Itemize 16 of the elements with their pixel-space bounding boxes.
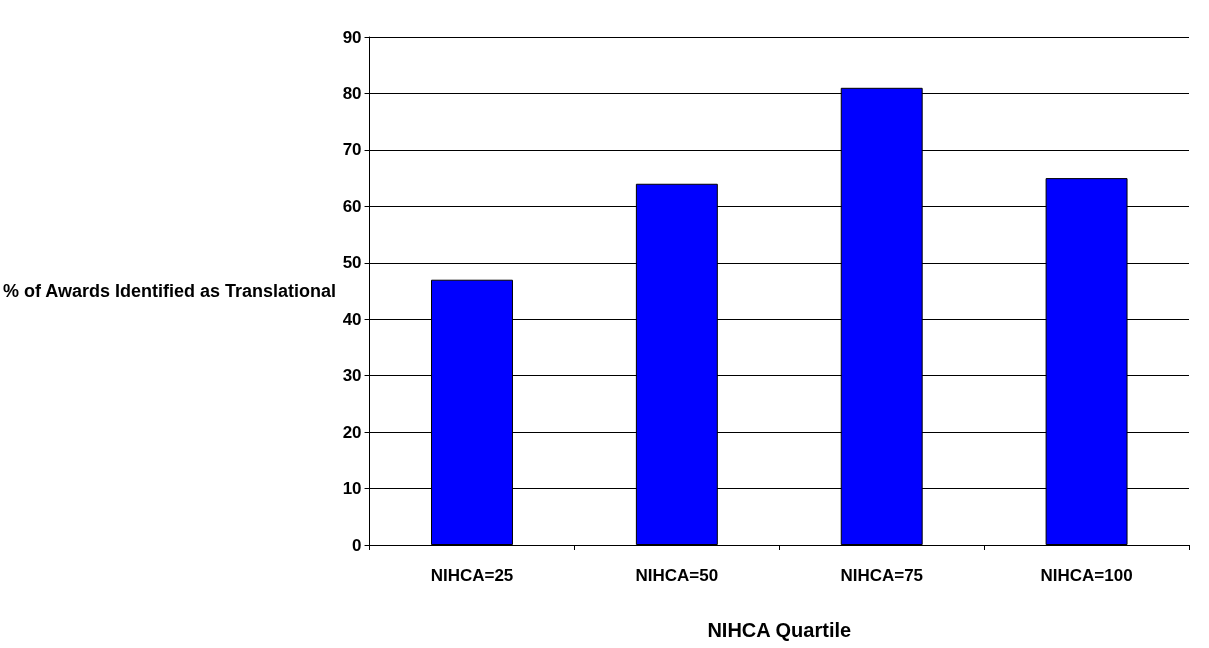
y-tick-label: 50 [342, 253, 362, 273]
y-tick-label: 70 [342, 140, 362, 160]
y-tick-label: 40 [342, 309, 362, 329]
y-axis-title: % of Awards Identified as Translational [3, 281, 337, 301]
y-tick-label: 30 [342, 366, 362, 386]
y-tick-label: 90 [342, 27, 362, 47]
x-tick-label: NIHCA=75 [840, 566, 924, 585]
y-tick-label: 60 [342, 196, 362, 216]
x-tick-label: NIHCA=25 [430, 566, 514, 585]
x-tick-label: NIHCA=50 [635, 566, 719, 585]
y-tick-label: 80 [342, 83, 362, 103]
x-tick-label: NIHCA=100 [1040, 566, 1133, 585]
y-tick-label: 10 [342, 479, 362, 499]
x-axis-title: NIHCA Quartile [707, 619, 852, 641]
y-tick-label: 0 [352, 535, 362, 555]
y-tick-label: 20 [342, 422, 362, 442]
